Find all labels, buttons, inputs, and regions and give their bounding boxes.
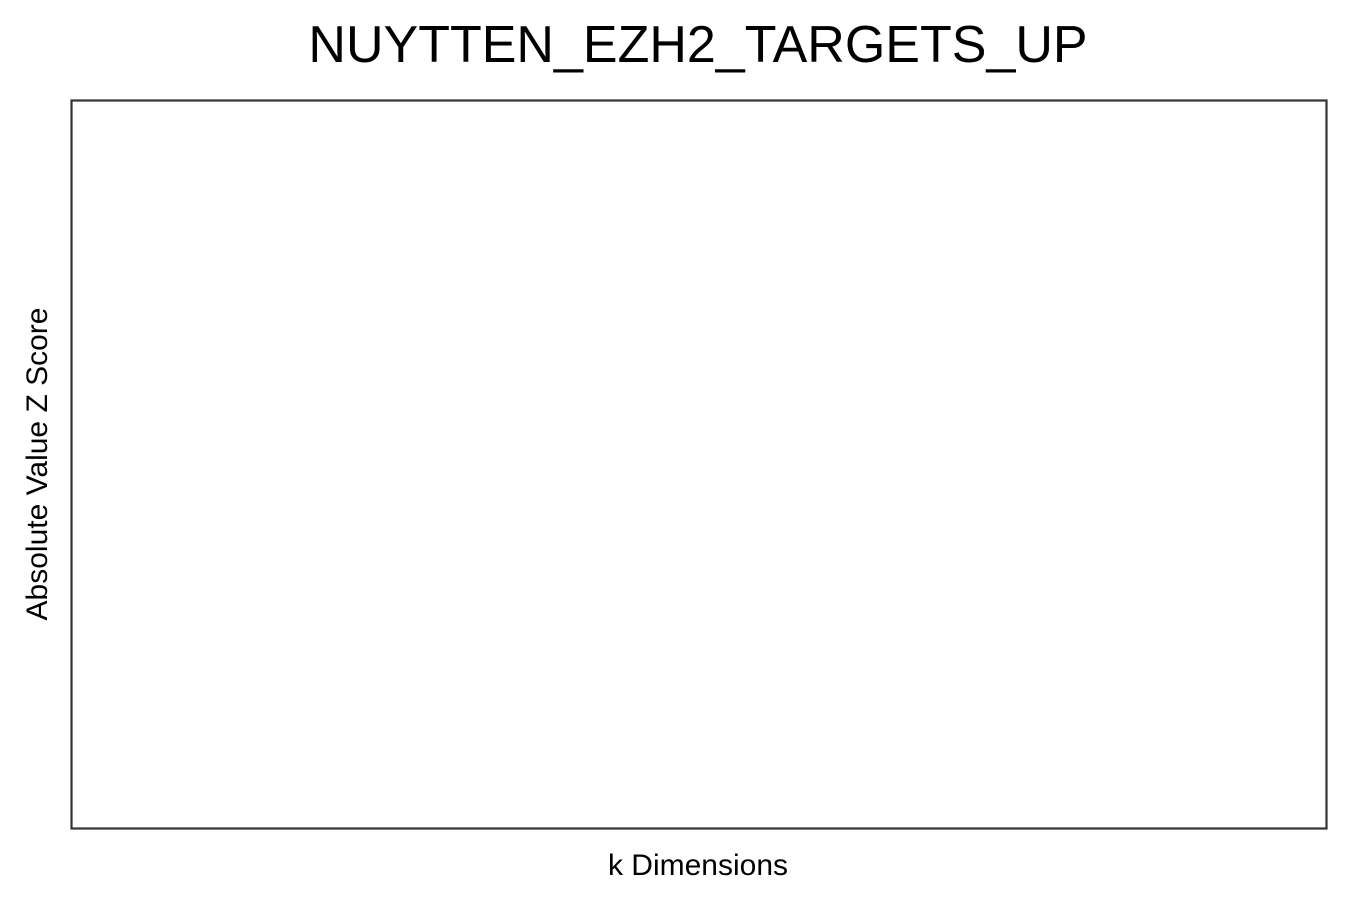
- y-axis-label: Absolute Value Z Score: [21, 308, 54, 621]
- chart-title: NUYTTEN_EZH2_TARGETS_UP: [308, 16, 1087, 74]
- x-axis-label: k Dimensions: [608, 849, 788, 882]
- plot-area: [70, 99, 1328, 830]
